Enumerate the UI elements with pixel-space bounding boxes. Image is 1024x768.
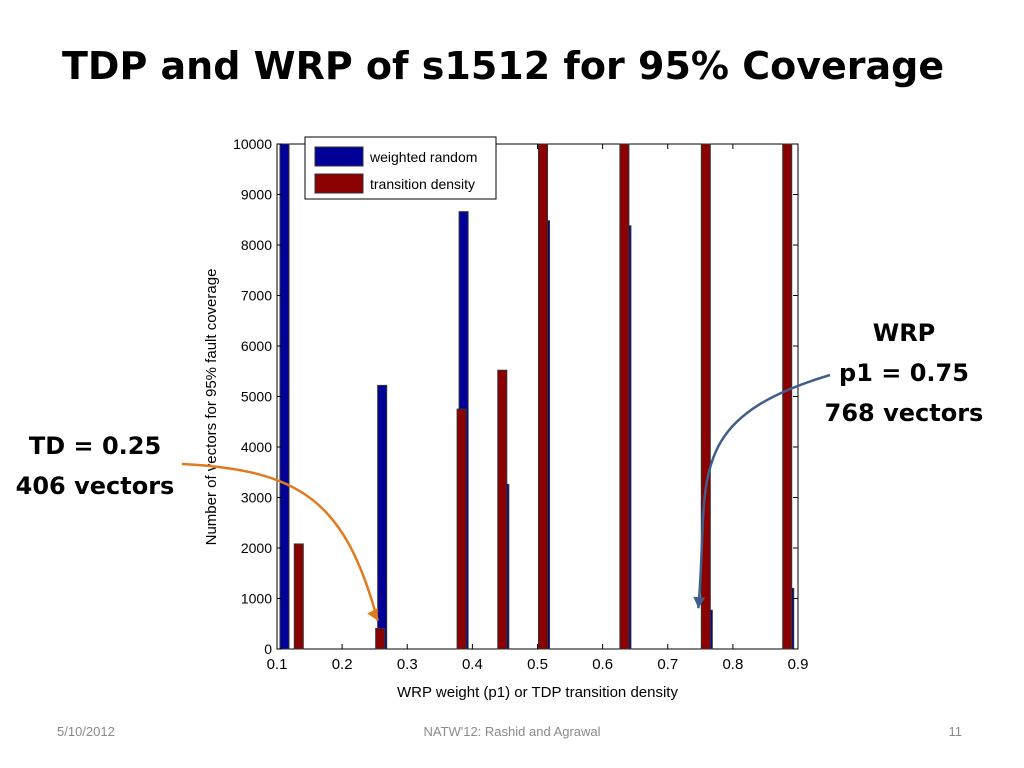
x-tick-label-2: 0.3 — [397, 656, 418, 673]
legend-label-0: weighted random — [369, 149, 477, 165]
tdp-bar-6 — [700, 143, 711, 650]
y-tick-label-4: 4000 — [241, 439, 272, 455]
td-callout-line2: 406 vectors — [15, 472, 175, 500]
wrp-callout: WRP p1 = 0.75 768 vectors — [816, 313, 992, 433]
page-number: 11 — [948, 724, 963, 739]
y-tick-label-6: 6000 — [241, 338, 272, 354]
chart-layer: 0.1 0.2 0.3 0.4 0.5 0.6 0.7 0.8 0.9 0 1000 2000 3000… — [181, 136, 831, 701]
td-callout-line1: TD = 0.25 — [28, 432, 162, 460]
tdp-bar-3 — [497, 369, 508, 650]
wrp-callout-line2: p1 = 0.75 — [839, 359, 969, 387]
td-callout-arrow-head — [367, 607, 378, 621]
x-tick-label-1: 0.2 — [332, 656, 353, 673]
y-tick-label-7: 7000 — [241, 288, 272, 304]
legend-label-1: transition density — [370, 176, 475, 192]
tdp-bar-4 — [538, 143, 548, 650]
x-tick-label-6: 0.7 — [657, 656, 678, 673]
wrp-callout-arrow — [697, 373, 831, 609]
footer-date: 5/10/2012 — [57, 724, 115, 739]
td-callout: TD = 0.25 406 vectors — [10, 426, 180, 506]
tdp-bar-2 — [456, 408, 467, 650]
x-tick-label-4: 0.5 — [527, 656, 548, 673]
footer-citation: NATW'12: Rashid and Agrawal — [423, 724, 601, 739]
y-tick-label-10: 10000 — [233, 136, 272, 152]
x-tick-label-8: 0.9 — [788, 656, 809, 673]
x-tick-label-5: 0.6 — [592, 656, 613, 673]
y-tick-label-3: 3000 — [241, 490, 272, 506]
y-tick-label-8: 8000 — [241, 237, 272, 253]
legend-swatch-1 — [314, 173, 364, 194]
wrp-callout-arrow-head — [693, 596, 706, 609]
x-tick-label-3: 0.4 — [462, 656, 483, 673]
y-tick-label-9: 9000 — [241, 187, 272, 203]
y-axis-label: Number of vectors for 95% fault coverage — [203, 269, 220, 546]
tdp-bar-0 — [293, 543, 304, 650]
wrp-callout-line3: 768 vectors — [824, 399, 984, 427]
x-tick-label-0: 0.1 — [267, 656, 288, 673]
slide-title: TDP and WRP of s1512 for 95% Coverage — [62, 44, 945, 88]
y-tick-label-2: 2000 — [241, 540, 272, 556]
legend-swatch-0 — [314, 146, 364, 167]
y-tick-label-5: 5000 — [241, 389, 272, 405]
tdp-bar-1 — [375, 627, 386, 650]
tdp-bar-5 — [619, 143, 630, 650]
y-tick-label-0: 0 — [264, 641, 272, 657]
tdp-bar-7 — [782, 143, 793, 650]
plot-frame — [276, 143, 799, 650]
x-axis-label: WRP weight (p1) or TDP transition densit… — [397, 684, 678, 701]
x-tick-label-7: 0.8 — [722, 656, 743, 673]
wrp-callout-line1: WRP — [872, 319, 936, 347]
wrp-bar-1 — [377, 384, 388, 650]
y-tick-label-1: 1000 — [241, 591, 272, 607]
td-callout-arrow — [181, 462, 379, 621]
